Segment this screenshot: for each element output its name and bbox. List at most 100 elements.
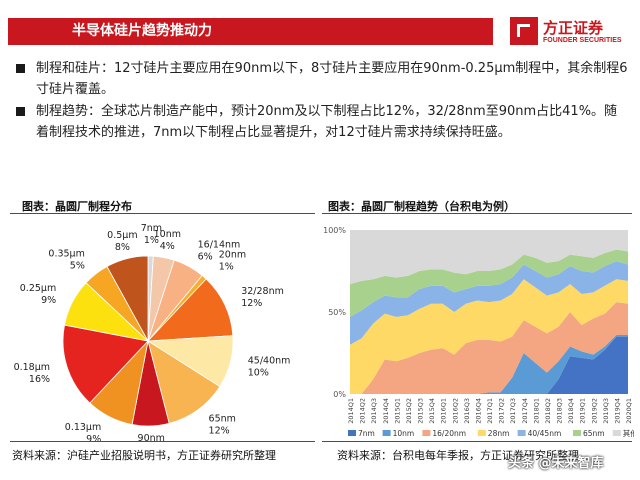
left-figure-title-rule (10, 213, 315, 214)
pie-label-name: 0.35μm (48, 249, 84, 260)
x-tick-label: 2018Q2 (544, 398, 552, 424)
pie-label-name: 0.13μm (65, 422, 101, 433)
area-chart: 0% 50% 100% 2014Q1 2014Q2 2014Q3 2014Q4 2015Q1 2… (323, 226, 634, 438)
x-tick-label: 2019Q3 (602, 398, 610, 424)
pie-label-value: 8% (115, 242, 130, 253)
right-figure-title: 图表：晶圆厂制程趋势（台积电为例） (328, 200, 515, 213)
pie-label-value: 4% (160, 241, 175, 252)
x-tick-label: 2017Q3 (509, 398, 517, 424)
x-tick-label: 2014Q3 (370, 398, 378, 424)
x-tick-label: 2015Q3 (417, 398, 425, 424)
x-tick-label: 2016Q3 (463, 398, 471, 424)
legend-swatch (612, 430, 621, 436)
right-figure-source: 资料来源：台积电每年季报，方正证券研究所整理 (337, 449, 579, 462)
bullet-text: 制程和硅片：12寸硅片主要应用在90nm以下，8寸硅片主要应用在90nm-0.2… (36, 61, 628, 97)
x-tick-label: 2014Q4 (382, 398, 390, 424)
pie-label-name: 32/28nm (241, 286, 284, 297)
x-tick-label: 2018Q1 (532, 398, 540, 424)
bullet-item-wafer: 制程和硅片：12寸硅片主要应用在90nm以下，8寸硅片主要应用在90nm-0.2… (14, 58, 630, 100)
legend-swatch (573, 430, 581, 436)
pie-slice-0.5μm (106, 255, 149, 342)
right-source-rule (322, 441, 632, 442)
area-series-40/45nm (350, 261, 628, 345)
area-series-7nm (350, 336, 628, 394)
square-bullet-icon (16, 107, 25, 116)
legend-swatch (477, 430, 486, 436)
x-tick-label: 2016Q2 (451, 398, 459, 424)
legend-swatch (422, 430, 431, 436)
legend-swatch (382, 430, 391, 436)
legend-label: 16/20nm (432, 429, 466, 438)
x-tick-label: 2014Q1 (347, 398, 355, 424)
company-logo: 方正证券 FOUNDER SECURITIES (510, 17, 635, 49)
square-bullet-icon (16, 64, 25, 73)
x-tick-label: 2015Q2 (405, 398, 413, 424)
pie-label-name: 0.5μm (107, 230, 137, 241)
pie-label-value: 12% (241, 298, 262, 309)
x-tick-label: 2015Q4 (428, 398, 436, 424)
pie-label-value: 16% (29, 374, 50, 385)
pie-label-value: 6% (198, 252, 213, 263)
pie-label-name: 90nm (138, 433, 165, 441)
watermark: 头条 @未来智库 (508, 456, 604, 471)
pie-label-value: 12% (209, 425, 230, 436)
area-series-10nm (350, 334, 628, 394)
x-tick-label: 2016Q1 (440, 398, 448, 424)
pie-label-value: 10% (248, 368, 269, 379)
legend-label: 7nm (358, 429, 375, 438)
x-tick-label: 2014Q2 (359, 398, 367, 424)
pie-label-value: 1% (144, 235, 159, 246)
pie-label-value: 9% (41, 295, 56, 306)
x-tick-label: 2019Q4 (613, 398, 621, 424)
x-tick-label: 2018Q3 (556, 398, 564, 424)
area-series-28nm (350, 279, 628, 394)
logo-mark-icon (510, 17, 538, 45)
left-source-rule (10, 441, 315, 442)
left-figure-title: 图表：晶圆厂制程分布 (22, 200, 132, 213)
pie-slice-32/28nm (147, 278, 234, 342)
pie-slice-0.18μm (62, 324, 149, 404)
y-tick-label: 0% (333, 390, 346, 399)
x-tick-label: 2017Q2 (498, 398, 506, 424)
area-series-65nm (350, 249, 628, 317)
header-bar (8, 18, 493, 45)
legend-swatch (348, 430, 356, 436)
x-tick-label: 2017Q4 (521, 398, 529, 424)
y-tick-label: 100% (323, 226, 346, 235)
pie-label-value: 9% (86, 434, 101, 441)
right-figure-title-rule (322, 213, 632, 214)
pie-label-name: 20nm (219, 250, 246, 261)
y-tick-label: 50% (328, 308, 346, 317)
pie-label-name: 7nm (141, 223, 162, 234)
logo-name-en: FOUNDER SECURITIES (543, 37, 622, 44)
pie-label-name: 16/14nm (198, 240, 241, 251)
x-tick-label: 2020Q1 (625, 398, 633, 424)
left-figure-source: 资料来源：沪硅产业招股说明书，方正证券研究所整理 (12, 449, 276, 462)
x-tick-label: 2018Q4 (567, 398, 575, 424)
x-tick-label: 2016Q4 (474, 398, 482, 424)
pie-label-name: 45/40nm (248, 356, 291, 367)
legend-label: 40/45nm (528, 429, 562, 438)
x-tick-label: 2019Q2 (590, 398, 598, 424)
bullet-text: 制程趋势：全球芯片制造产能中，预计20nm及以下制程占比12%，32/28nm至… (36, 104, 618, 140)
x-tick-label: 2017Q1 (486, 398, 494, 424)
x-tick-label: 2015Q1 (393, 398, 401, 424)
pie-slice-65nm (147, 340, 221, 424)
area-series-其他 (350, 230, 628, 285)
legend-swatch (517, 430, 526, 436)
legend-label: 65nm (583, 429, 605, 438)
pie-label-name: 0.18μm (14, 362, 50, 373)
pie-label-name: 0.25μm (20, 283, 56, 294)
legend-label: 28nm (488, 429, 510, 438)
bullet-item-process-trend: 制程趋势：全球芯片制造产能中，预计20nm及以下制程占比12%，32/28nm至… (14, 101, 630, 143)
pie-label-value: 5% (70, 261, 85, 272)
page-title: 半导体硅片趋势推动力 (72, 23, 212, 39)
x-tick-label: 2019Q1 (579, 398, 587, 424)
logo-name-cn: 方正证券 (543, 19, 604, 37)
legend-label: 10nm (393, 429, 415, 438)
header: 半导体硅片趋势推动力 方正证券 FOUNDER SECURITIES (0, 0, 640, 50)
area-series-16/20nm (350, 302, 628, 394)
pie-label-name: 10nm (154, 229, 181, 240)
pie-label-value: 1% (219, 262, 234, 273)
